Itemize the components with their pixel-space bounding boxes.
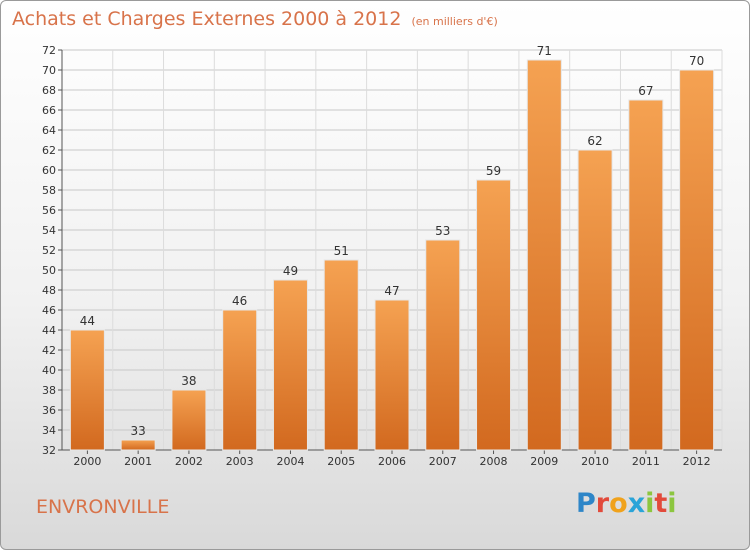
x-tick-label: 2005 bbox=[327, 455, 355, 468]
y-tick-label: 48 bbox=[42, 284, 56, 297]
y-tick-label: 52 bbox=[42, 244, 56, 257]
value-labels: 44 33 38 46 49 51 47 53 59 71 62 67 70 bbox=[80, 44, 705, 438]
value-label: 67 bbox=[638, 84, 653, 98]
bar-2004 bbox=[272, 279, 308, 451]
y-tick-label: 36 bbox=[42, 404, 56, 417]
y-tick-label: 72 bbox=[42, 44, 56, 57]
bar-2010 bbox=[577, 149, 613, 451]
y-tick-label: 56 bbox=[42, 204, 56, 217]
bar-2002 bbox=[171, 389, 207, 451]
bar-2008 bbox=[476, 179, 512, 451]
y-tick-labels: 32 34 36 38 40 42 44 46 48 50 52 54 56 58 60 62 64 66 68 70… bbox=[42, 44, 56, 457]
x-tick-label: 2009 bbox=[530, 455, 558, 468]
bar-2005 bbox=[323, 259, 359, 451]
value-label: 44 bbox=[80, 314, 95, 328]
x-tick-labels: 2000 2001 2002 2003 2004 2005 2006 2007 2008 2009… bbox=[73, 455, 710, 468]
commune-name: ENVRONVILLE bbox=[36, 496, 170, 518]
proxiti-logo: Proxiti bbox=[576, 488, 677, 519]
logo-letter: r bbox=[595, 488, 610, 519]
logo-letter: P bbox=[576, 488, 596, 519]
y-tick-label: 70 bbox=[42, 64, 56, 77]
value-label: 33 bbox=[131, 424, 146, 438]
bar-2000 bbox=[69, 329, 105, 451]
y-tick-label: 38 bbox=[42, 384, 56, 397]
y-tick-label: 54 bbox=[42, 224, 56, 237]
x-tick-label: 2003 bbox=[226, 455, 254, 468]
x-tick-label: 2010 bbox=[581, 455, 609, 468]
value-label: 47 bbox=[384, 284, 399, 298]
y-tick-label: 62 bbox=[42, 144, 56, 157]
y-tick-label: 50 bbox=[42, 264, 56, 277]
value-label: 71 bbox=[537, 44, 552, 58]
bar-2011 bbox=[628, 99, 664, 451]
x-tick-label: 2004 bbox=[276, 455, 304, 468]
x-tick-label: 2007 bbox=[429, 455, 457, 468]
logo-letter: t bbox=[654, 488, 668, 519]
y-tick-label: 66 bbox=[42, 104, 56, 117]
x-tick-label: 2012 bbox=[683, 455, 711, 468]
logo-letter: i bbox=[645, 488, 655, 519]
value-label: 51 bbox=[334, 244, 349, 258]
x-tick-label: 2001 bbox=[124, 455, 152, 468]
bars bbox=[69, 59, 715, 451]
bar-2007 bbox=[425, 239, 461, 451]
y-tick-label: 44 bbox=[42, 324, 56, 337]
value-label: 62 bbox=[587, 134, 602, 148]
bar-2012 bbox=[679, 69, 715, 451]
x-tick-label: 2011 bbox=[632, 455, 660, 468]
y-tick-label: 64 bbox=[42, 124, 56, 137]
bar-2009 bbox=[526, 59, 562, 451]
x-tick-label: 2006 bbox=[378, 455, 406, 468]
y-tick-label: 58 bbox=[42, 184, 56, 197]
y-tick-label: 68 bbox=[42, 84, 56, 97]
logo-letter: x bbox=[627, 488, 646, 519]
value-label: 49 bbox=[283, 264, 298, 278]
value-label: 53 bbox=[435, 224, 450, 238]
chart-title: Achats et Charges Externes 2000 à 2012 (e… bbox=[12, 8, 498, 30]
x-tick-label: 2008 bbox=[480, 455, 508, 468]
logo-letter: i bbox=[667, 488, 677, 519]
y-tick-label: 60 bbox=[42, 164, 56, 177]
y-tick-label: 40 bbox=[42, 364, 56, 377]
value-label: 70 bbox=[689, 54, 704, 68]
value-label: 59 bbox=[486, 164, 501, 178]
logo-letter: o bbox=[609, 488, 628, 519]
chart-title-text: Achats et Charges Externes 2000 à 2012 bbox=[12, 8, 402, 30]
y-tick-label: 46 bbox=[42, 304, 56, 317]
x-tick-label: 2002 bbox=[175, 455, 203, 468]
bar-2003 bbox=[222, 309, 258, 451]
y-tick-label: 34 bbox=[42, 424, 56, 437]
value-label: 46 bbox=[232, 294, 247, 308]
bar-2006 bbox=[374, 299, 410, 451]
value-label: 38 bbox=[181, 374, 196, 388]
chart-unit: (en milliers d'€) bbox=[411, 15, 498, 28]
x-tick-label: 2000 bbox=[73, 455, 101, 468]
y-tick-label: 32 bbox=[42, 444, 56, 457]
bar-2001 bbox=[120, 439, 156, 451]
y-tick-label: 42 bbox=[42, 344, 56, 357]
